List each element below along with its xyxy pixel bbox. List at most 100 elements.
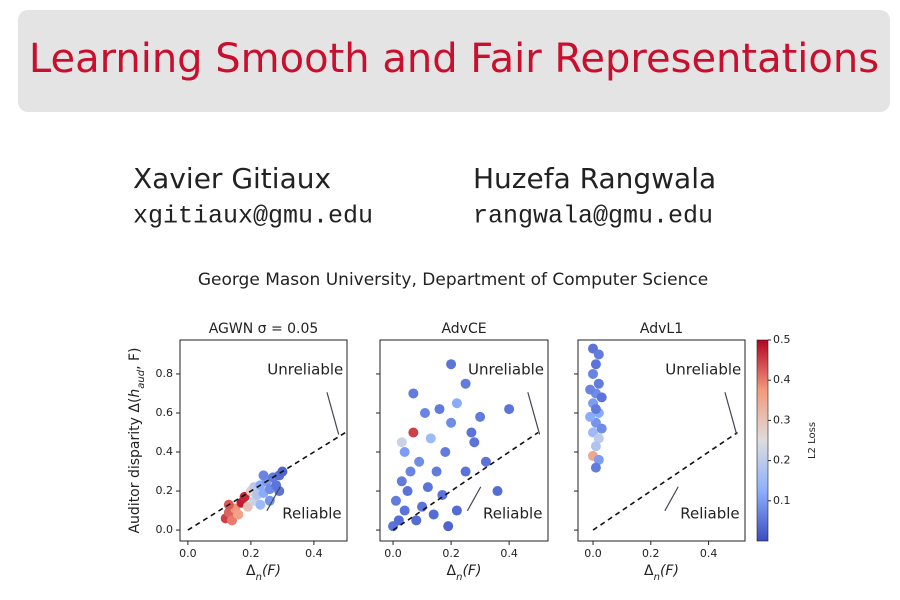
colorbar-tick-label: 0.2	[773, 454, 791, 467]
annotation: Unreliable	[468, 361, 544, 379]
data-point	[460, 378, 471, 389]
x-tick-label: 0.0	[384, 547, 402, 560]
y-axis-label: Auditor disparity Δ(haud, F)	[127, 347, 147, 533]
data-point	[593, 349, 604, 360]
data-point	[593, 433, 604, 444]
data-point	[585, 411, 596, 422]
data-point	[475, 411, 486, 422]
x-label-part: n	[256, 572, 262, 583]
data-point	[480, 456, 491, 467]
colorbar-label: L2 Loss	[807, 422, 818, 459]
data-point	[440, 447, 451, 458]
data-point	[596, 423, 607, 434]
slide-title: Learning Smooth and Fair Representations	[29, 36, 879, 82]
data-point	[504, 404, 515, 415]
data-point	[469, 437, 480, 448]
x-tick-label: 0.4	[700, 547, 718, 560]
x-tick-label: 0.2	[642, 547, 660, 560]
x-label-part: Δ	[447, 563, 457, 579]
author-email: xgitiaux@gmu.edu	[133, 202, 373, 231]
data-point	[466, 427, 477, 438]
data-point	[411, 515, 422, 526]
data-point	[590, 404, 601, 415]
arrow	[466, 486, 482, 512]
annotation: Unreliable	[267, 361, 343, 379]
x-label-part: (F)	[262, 563, 281, 579]
colorbar	[756, 339, 769, 542]
data-point	[434, 404, 445, 415]
axes-frame	[179, 339, 348, 542]
data-point	[588, 368, 599, 379]
data-point	[425, 433, 436, 444]
arrow	[326, 392, 340, 435]
data-point	[451, 398, 462, 409]
x-tick-label: 0.2	[242, 547, 260, 560]
data-point	[593, 454, 604, 465]
y-tick-label: 0.8	[156, 367, 174, 380]
arrow	[266, 486, 281, 512]
data-point	[443, 521, 454, 532]
data-point	[590, 359, 601, 370]
panel-title: AGWN σ = 0.05	[209, 321, 319, 337]
data-point	[396, 437, 407, 448]
data-point	[233, 509, 244, 520]
colorbar-tick-label: 0.3	[773, 413, 791, 426]
y-tick-label: 0.6	[156, 406, 174, 419]
x-label-part: n	[654, 572, 660, 583]
x-label-part: Δ	[644, 563, 654, 579]
x-tick-label: 0.0	[179, 547, 197, 560]
reference-line	[187, 431, 346, 531]
panel-title: AdvL1	[640, 321, 683, 337]
data-point	[405, 466, 416, 477]
x-axis-label: Δn(F)	[246, 563, 281, 583]
x-tick-label: 0.0	[584, 547, 602, 560]
data-point	[408, 388, 419, 399]
data-point	[451, 505, 462, 516]
x-label-part: Δ	[246, 563, 256, 579]
data-point	[422, 482, 433, 493]
data-point	[402, 486, 413, 497]
colorbar-tick-label: 0.1	[773, 494, 791, 507]
reference-line	[392, 431, 539, 531]
data-point	[431, 466, 442, 477]
y-tick-label: 0.4	[156, 445, 174, 458]
x-axis-label: Δn(F)	[644, 563, 679, 583]
data-point	[255, 499, 266, 510]
data-point	[239, 491, 250, 502]
annotation: Reliable	[483, 505, 542, 523]
panel-title: AdvCE	[441, 321, 486, 337]
data-point	[399, 505, 410, 516]
author-name: Xavier Gitiaux	[133, 162, 331, 195]
data-point	[399, 447, 410, 458]
x-tick-label: 0.4	[305, 547, 323, 560]
colorbar-tick-label: 0.5	[773, 333, 791, 346]
x-label-part: (F)	[462, 563, 481, 579]
data-point	[460, 466, 471, 477]
data-point	[428, 509, 439, 520]
annotation: Unreliable	[665, 361, 741, 379]
y-tick-label: 0.0	[156, 523, 174, 536]
data-point	[258, 470, 269, 481]
x-label-part: (F)	[660, 563, 679, 579]
y-label-part: Auditor disparity Δ(	[127, 398, 143, 534]
data-point	[590, 441, 601, 452]
data-point	[419, 407, 430, 418]
title-box	[18, 10, 890, 112]
data-point	[446, 417, 457, 428]
annotation: Reliable	[282, 505, 341, 523]
x-axis-label: Δn(F)	[447, 563, 482, 583]
data-point	[446, 359, 457, 370]
x-tick-label: 0.4	[500, 547, 518, 560]
reference-line	[592, 431, 738, 531]
axes-frame	[577, 339, 746, 542]
y-tick-label: 0.2	[156, 484, 174, 497]
arrow	[724, 392, 738, 435]
y-label-part: , F)	[127, 347, 143, 369]
data-point	[408, 427, 419, 438]
data-point	[590, 462, 601, 473]
y-label-part: aud	[136, 369, 147, 388]
data-point	[417, 501, 428, 512]
annotation: Reliable	[680, 505, 739, 523]
data-point	[242, 501, 253, 512]
